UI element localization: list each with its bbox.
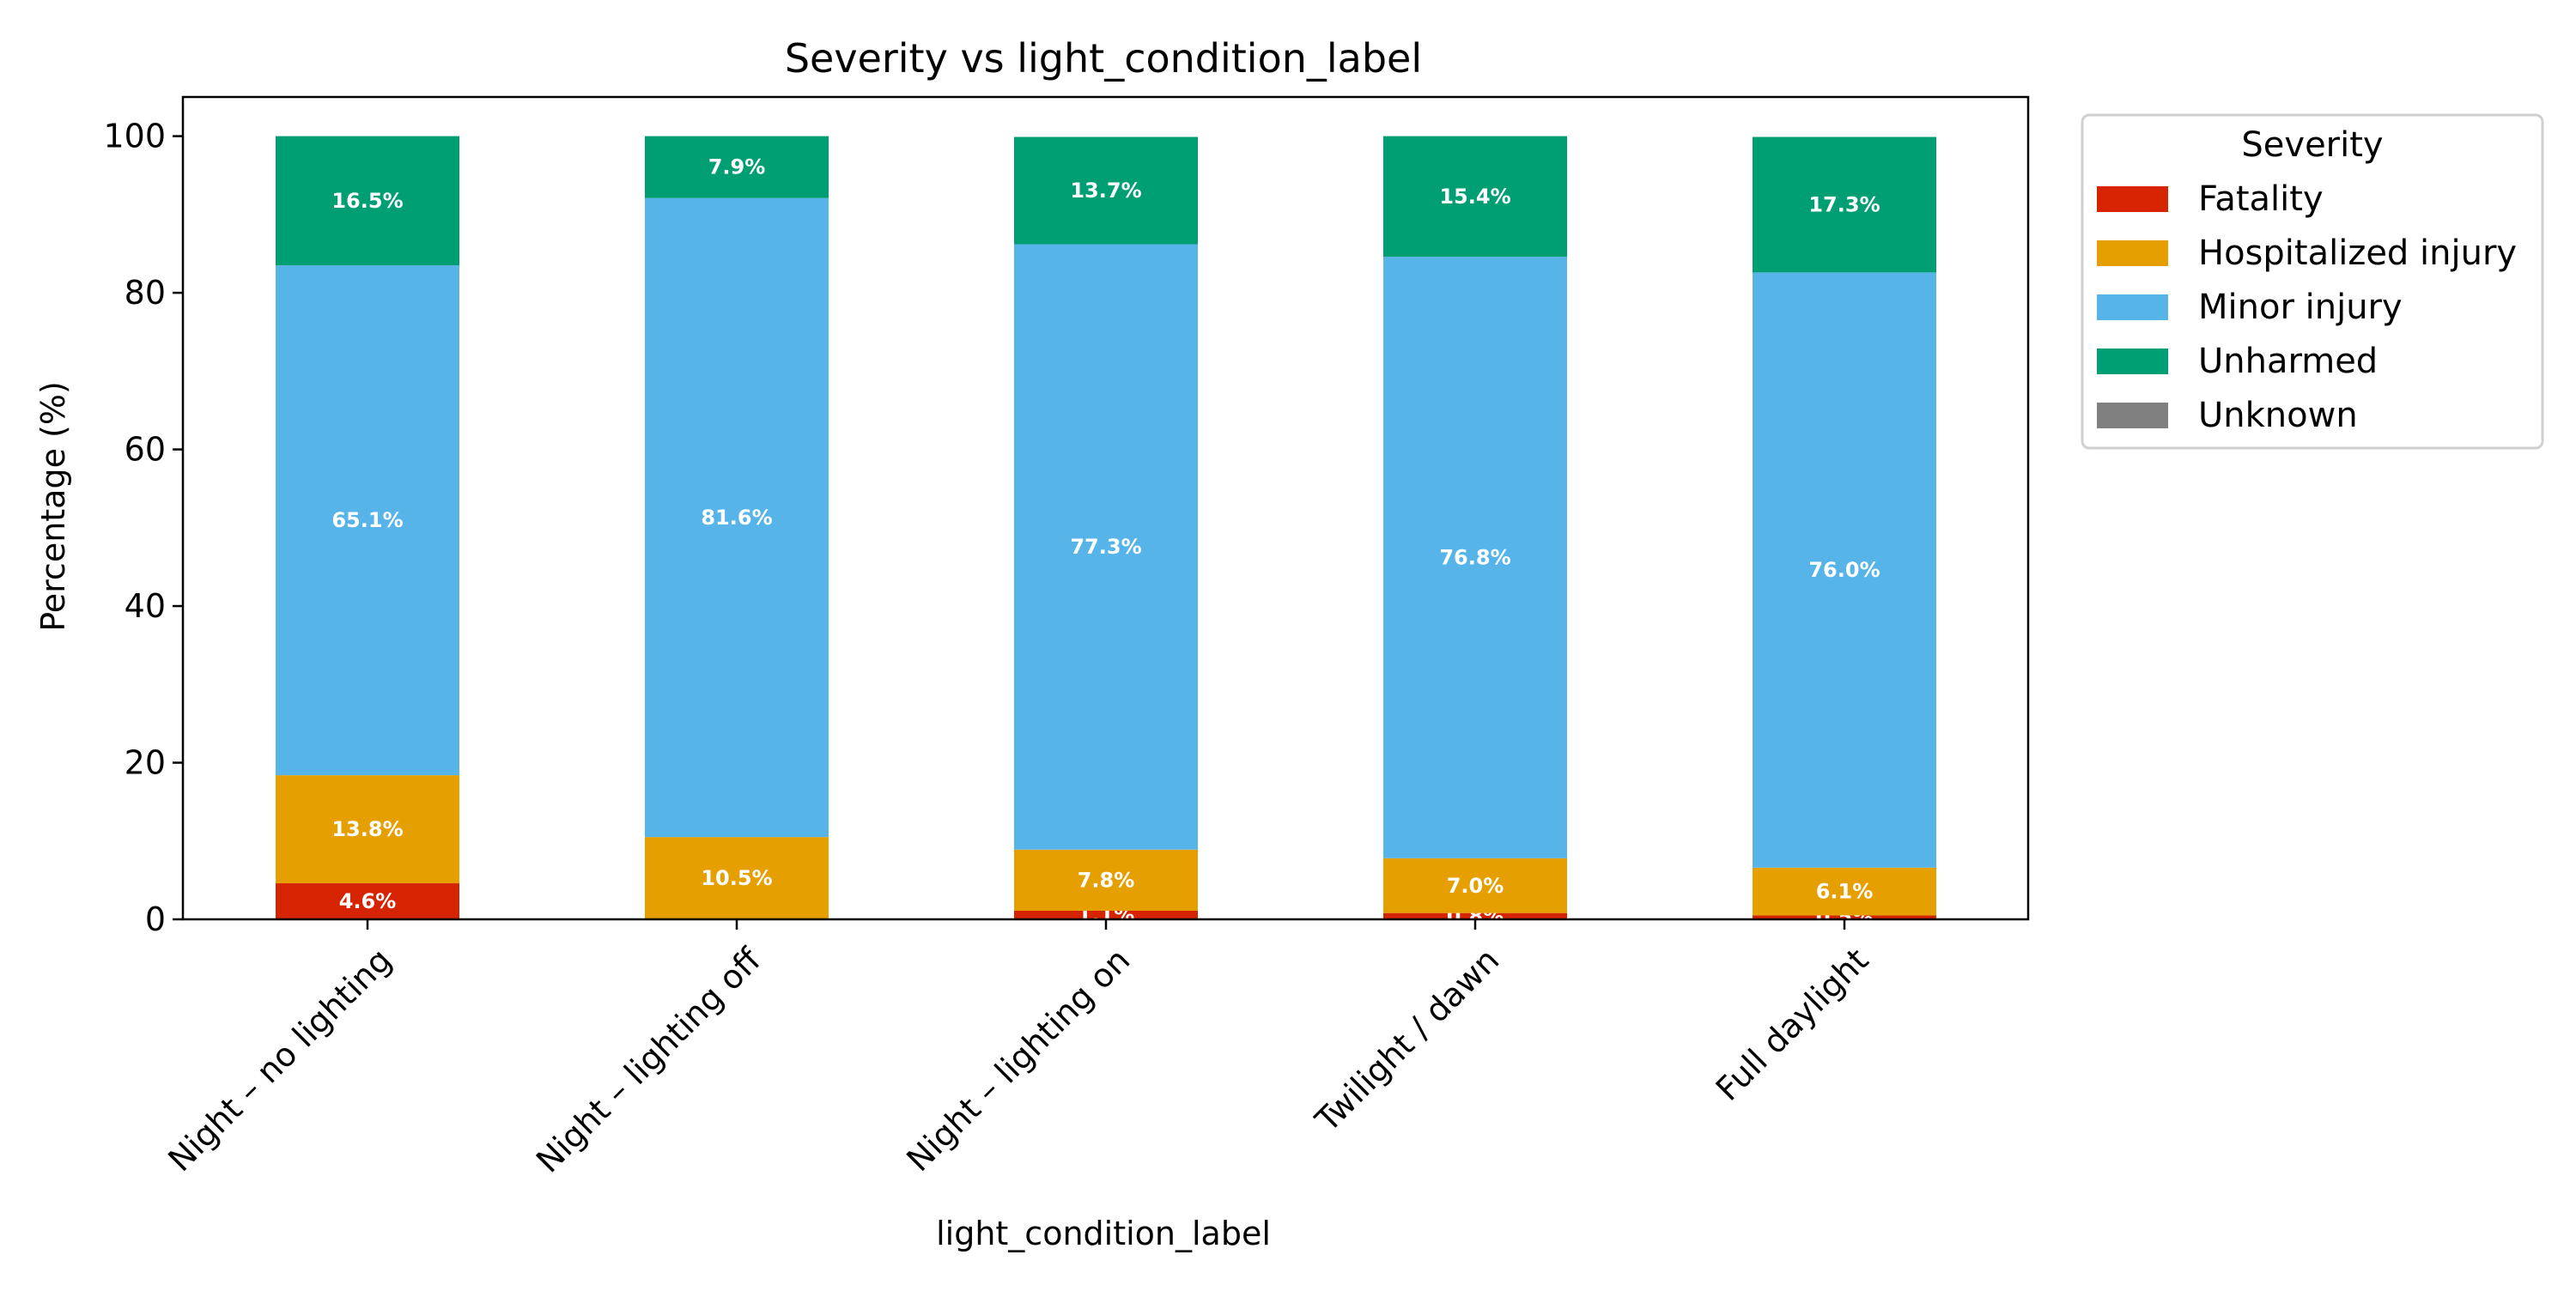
legend-label: Minor injury [2198,288,2403,327]
bar-segment [645,136,829,198]
legend-swatch [2097,294,2168,320]
legend-label: Unknown [2198,396,2358,435]
bar-segment [276,136,459,266]
data-label: 76.0% [1808,558,1880,582]
data-label: 10.5% [701,866,772,890]
legend-swatch [2097,240,2168,266]
x-axis-label: light_condition_label [936,1215,1271,1252]
data-label: 4.6% [339,889,397,913]
data-label: 65.1% [331,508,403,532]
bar-segment [645,197,829,838]
legend-swatch [2097,403,2168,428]
bar-segment [645,837,829,919]
data-label: 81.6% [701,506,772,530]
y-tick-label: 100 [103,118,166,155]
bar-segment [1383,257,1567,858]
bar-segment [1383,136,1567,258]
legend-title: Severity [2241,125,2383,165]
bar-segment [1753,136,1936,273]
legend: Severity Fatality Hospitalized injury Mino… [2081,113,2544,450]
bar-segment [1014,136,1198,245]
y-tick-label: 60 [125,431,166,469]
y-tick-label: 20 [125,744,166,782]
legend-swatch [2097,349,2168,374]
bar-segment [1753,867,1936,916]
data-label: 6.1% [1816,880,1874,904]
data-label: 7.9% [708,155,766,179]
y-axis-label: Percentage (%) [34,381,72,632]
plot-area: 4.6%13.8%65.1%16.5%10.5%81.6%7.9%1.1%7.8… [276,136,1936,930]
legend-swatch [2097,186,2168,212]
legend-label: Fatality [2198,179,2324,219]
bar-segment [1014,849,1198,911]
data-label: 13.8% [331,817,403,841]
bar-segment [1753,272,1936,868]
y-tick-label: 80 [125,274,166,312]
legend-frame [2081,113,2544,450]
bar-segment [1383,858,1567,913]
bar-segment [276,883,459,919]
data-label: 77.3% [1070,535,1141,559]
bar-segment [1014,910,1198,919]
bar-segment [1753,915,1936,919]
bar-segment [1014,244,1198,850]
data-label: 76.8% [1439,545,1510,569]
data-label: 16.5% [331,189,403,213]
legend-label: Hospitalized injury [2198,233,2517,273]
data-label: 13.7% [1070,179,1141,203]
data-label: 7.0% [1447,874,1504,898]
y-tick-label: 0 [145,900,166,938]
data-label: 7.8% [1078,868,1135,892]
bar-segment [276,775,459,884]
chart-title: Severity vs light_condition_label [785,35,1422,82]
legend-label: Unharmed [2198,342,2378,381]
data-label: 17.3% [1808,192,1880,216]
bar-segment [1383,912,1567,919]
bar-segment [276,265,459,776]
y-tick-label: 40 [125,587,166,625]
data-label: 15.4% [1439,185,1510,209]
